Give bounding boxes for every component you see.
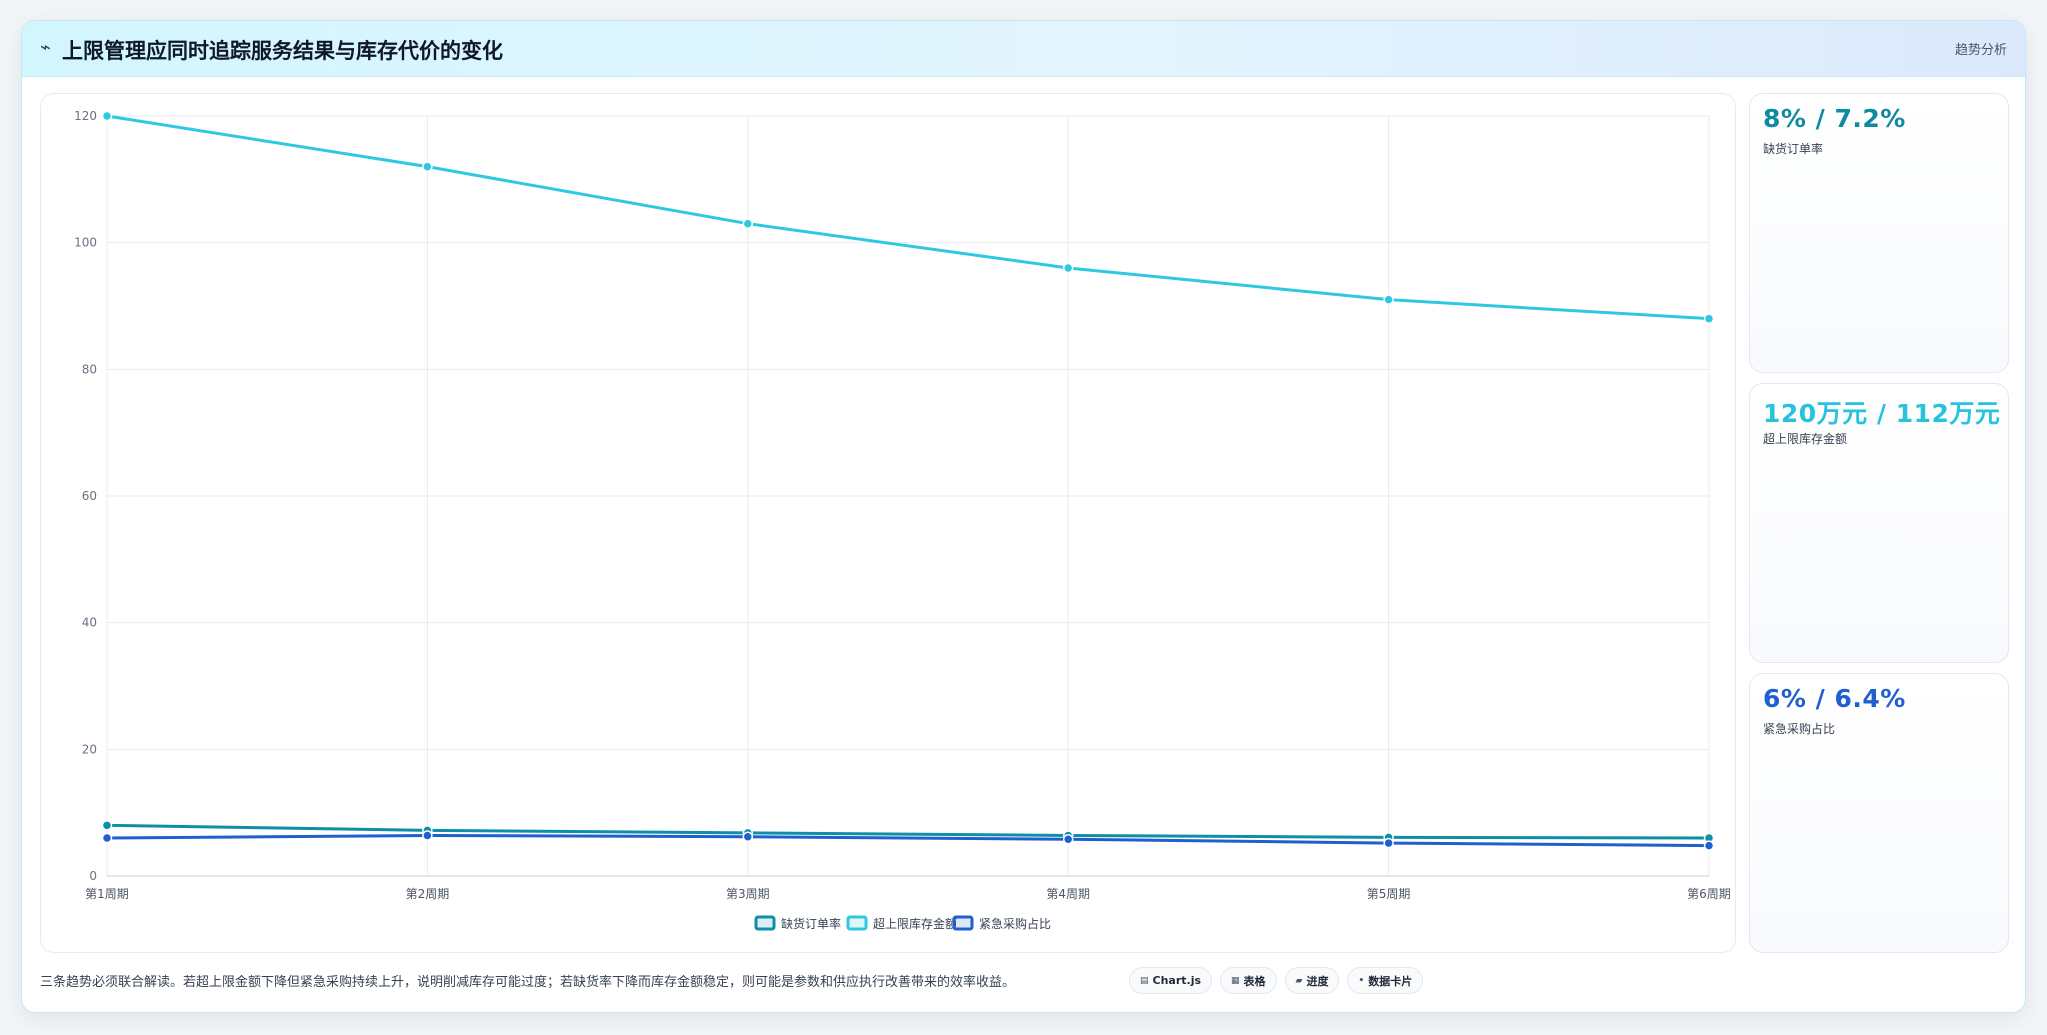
table-icon: ▦ [1231, 975, 1240, 986]
card-header: ⌁ 上限管理应同时追踪服务结果与库存代价的变化 趋势分析 [22, 21, 2025, 77]
series-line [106, 833, 1710, 848]
kpi-card-overstock: 120万元 / 112万元 超上限库存金额 [1749, 383, 2009, 663]
y-tick-label: 80 [82, 362, 97, 376]
data-point [1062, 834, 1074, 845]
header-tag: 趋势分析 [1954, 43, 2007, 58]
progress-icon: ▰ [1295, 975, 1303, 986]
chip-label: Chart.js [1152, 974, 1202, 987]
kpi-value: 8% / 7.2% [1763, 104, 1906, 133]
chip-data-card[interactable]: • 数据卡片 [1347, 967, 1424, 994]
legend-swatch [846, 915, 868, 931]
chip-label: 表格 [1243, 974, 1266, 988]
data-point [1383, 837, 1394, 849]
x-tick-label: 第3周期 [726, 887, 770, 901]
data-point [742, 831, 754, 842]
legend-label: 超上限库存金额 [873, 916, 957, 931]
chip-table[interactable]: ▦ 表格 [1220, 967, 1277, 994]
kpi-label: 缺货订单率 [1763, 142, 1824, 156]
kpi-value: 6% / 6.4% [1763, 684, 1906, 713]
series-line [106, 823, 1710, 840]
x-tick-label: 第2周期 [406, 887, 450, 901]
data-point [1383, 294, 1394, 305]
x-tick-label: 第6周期 [1687, 887, 1731, 901]
data-point [101, 820, 113, 831]
data-point [1703, 840, 1715, 851]
data-point [422, 830, 433, 841]
y-tick-label: 0 [89, 869, 97, 883]
data-card-icon: • [1358, 975, 1365, 986]
y-tick-label: 40 [82, 616, 97, 630]
data-point [1062, 262, 1074, 274]
chart-panel: 0 20 40 60 80 100 120 第1周期 第2周期 第3周期 第4周期 第5周期 第6周期缺… [40, 93, 1736, 953]
y-tick-label: 100 [74, 236, 97, 250]
kpi-card-stockout: 8% / 7.2% 缺货订单率 [1749, 93, 2009, 373]
kpi-card-urgent: 6% / 6.4% 紧急采购占比 [1749, 673, 2009, 953]
y-tick-label: 20 [82, 742, 97, 756]
kpi-label: 超上限库存金额 [1763, 432, 1848, 446]
data-point [101, 110, 113, 122]
kpi-value: 120万元 / 112万元 [1763, 399, 2001, 428]
chart-icon: ▤ [1140, 975, 1149, 986]
chip-chartjs[interactable]: ▤ Chart.js [1129, 967, 1213, 994]
chip-row: ▤ Chart.js ▦ 表格 ▰ 进度 • 数据卡片 [1129, 967, 1424, 994]
legend-swatch [754, 915, 776, 931]
chip-label: 进度 [1306, 974, 1329, 988]
kpi-label: 紧急采购占比 [1763, 722, 1836, 736]
data-point [742, 218, 754, 229]
y-tick-label: 120 [74, 109, 97, 123]
chip-label: 数据卡片 [1368, 974, 1413, 988]
y-tick-label: 60 [82, 489, 97, 503]
trend-line-icon: ⌁ [40, 37, 51, 58]
series-line [106, 114, 1710, 321]
page-title: 上限管理应同时追踪服务结果与库存代价的变化 [62, 39, 503, 63]
data-point [1703, 313, 1715, 324]
dashboard-card: ⌁ 上限管理应同时追踪服务结果与库存代价的变化 趋势分析 0 20 40 60 80 10… [21, 20, 2026, 1013]
chip-progress[interactable]: ▰ 进度 [1284, 967, 1340, 994]
legend-label: 缺货订单率 [781, 916, 841, 931]
x-tick-label: 第4周期 [1046, 887, 1090, 901]
legend-label: 紧急采购占比 [979, 916, 1051, 931]
legend-swatch [952, 915, 974, 931]
x-tick-label: 第1周期 [85, 887, 129, 901]
data-point [422, 161, 433, 172]
x-tick-label: 第5周期 [1367, 887, 1411, 901]
line-chart: 0 20 40 60 80 100 120 第1周期 第2周期 第3周期 第4周期 第5周期 第6周期缺… [74, 109, 1731, 931]
data-point [101, 832, 113, 844]
footnote: 三条趋势必须联合解读。若超上限金额下降但紧急采购持续上升，说明削减库存可能过度；… [40, 975, 1016, 990]
